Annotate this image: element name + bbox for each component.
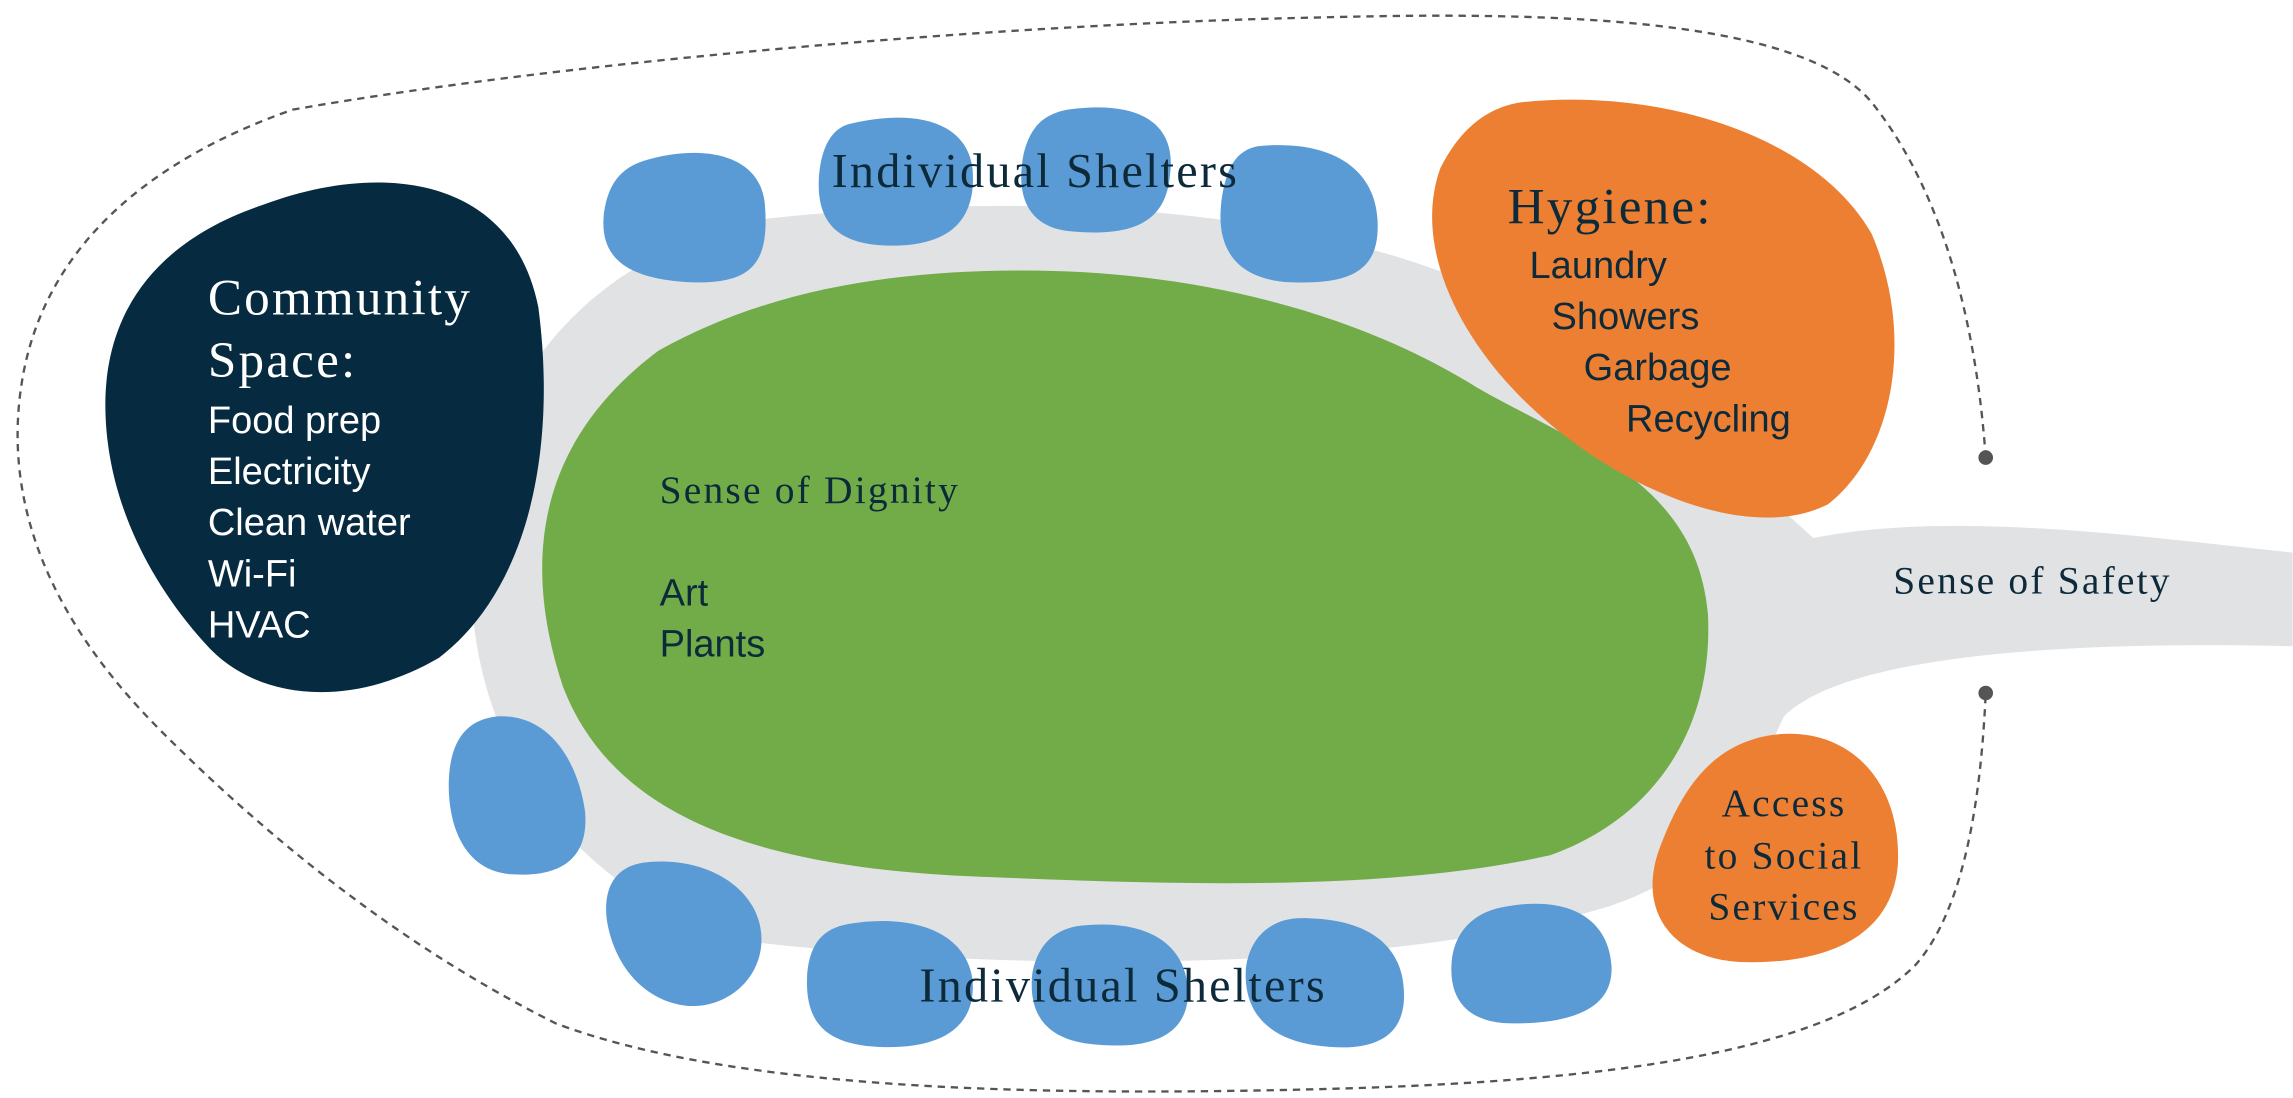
- social-area: [1652, 733, 1899, 963]
- top-label: Individual Shelters: [832, 145, 1239, 198]
- shelters: [448, 107, 1612, 1048]
- shelter: [1245, 918, 1405, 1048]
- social-line: Services: [1708, 885, 1859, 929]
- hygiene-item: Showers: [1551, 296, 1699, 338]
- bottom-label: Individual Shelters: [919, 960, 1326, 1013]
- social-line: to Social: [1704, 833, 1863, 877]
- center-item: Art: [660, 572, 709, 614]
- boundary-end: [1978, 450, 1994, 465]
- boundary-end: [1978, 685, 1994, 701]
- community-title: Community: [208, 269, 472, 326]
- center-area: [542, 270, 1709, 884]
- community-item: Clean water: [208, 502, 411, 544]
- hygiene-area: [1432, 99, 1895, 518]
- shelter: [806, 920, 973, 1048]
- shelter: [1031, 924, 1188, 1046]
- hygiene-item: Recycling: [1626, 398, 1791, 440]
- shelter: [606, 861, 762, 1007]
- hygiene-item: Garbage: [1584, 347, 1732, 389]
- social-line: Access: [1721, 781, 1846, 825]
- center-item: Plants: [660, 623, 766, 665]
- community-item: Electricity: [208, 451, 371, 493]
- community-item: Food prep: [208, 400, 381, 442]
- shelter: [818, 117, 973, 246]
- shelter: [1451, 903, 1612, 1024]
- community-item: HVAC: [208, 604, 311, 646]
- shelter: [1021, 107, 1171, 233]
- hygiene-item: Laundry: [1530, 245, 1667, 287]
- hygiene-title: Hygiene:: [1508, 179, 1713, 236]
- shelter: [448, 716, 586, 875]
- center-title: Sense of Dignity: [660, 468, 960, 512]
- shelter: [1220, 145, 1378, 283]
- community-area: [105, 182, 544, 693]
- community-item: Wi-Fi: [208, 553, 297, 595]
- community-title: Space:: [208, 332, 358, 389]
- safety-label: Sense of Safety: [1893, 559, 2171, 603]
- shelter: [603, 152, 766, 283]
